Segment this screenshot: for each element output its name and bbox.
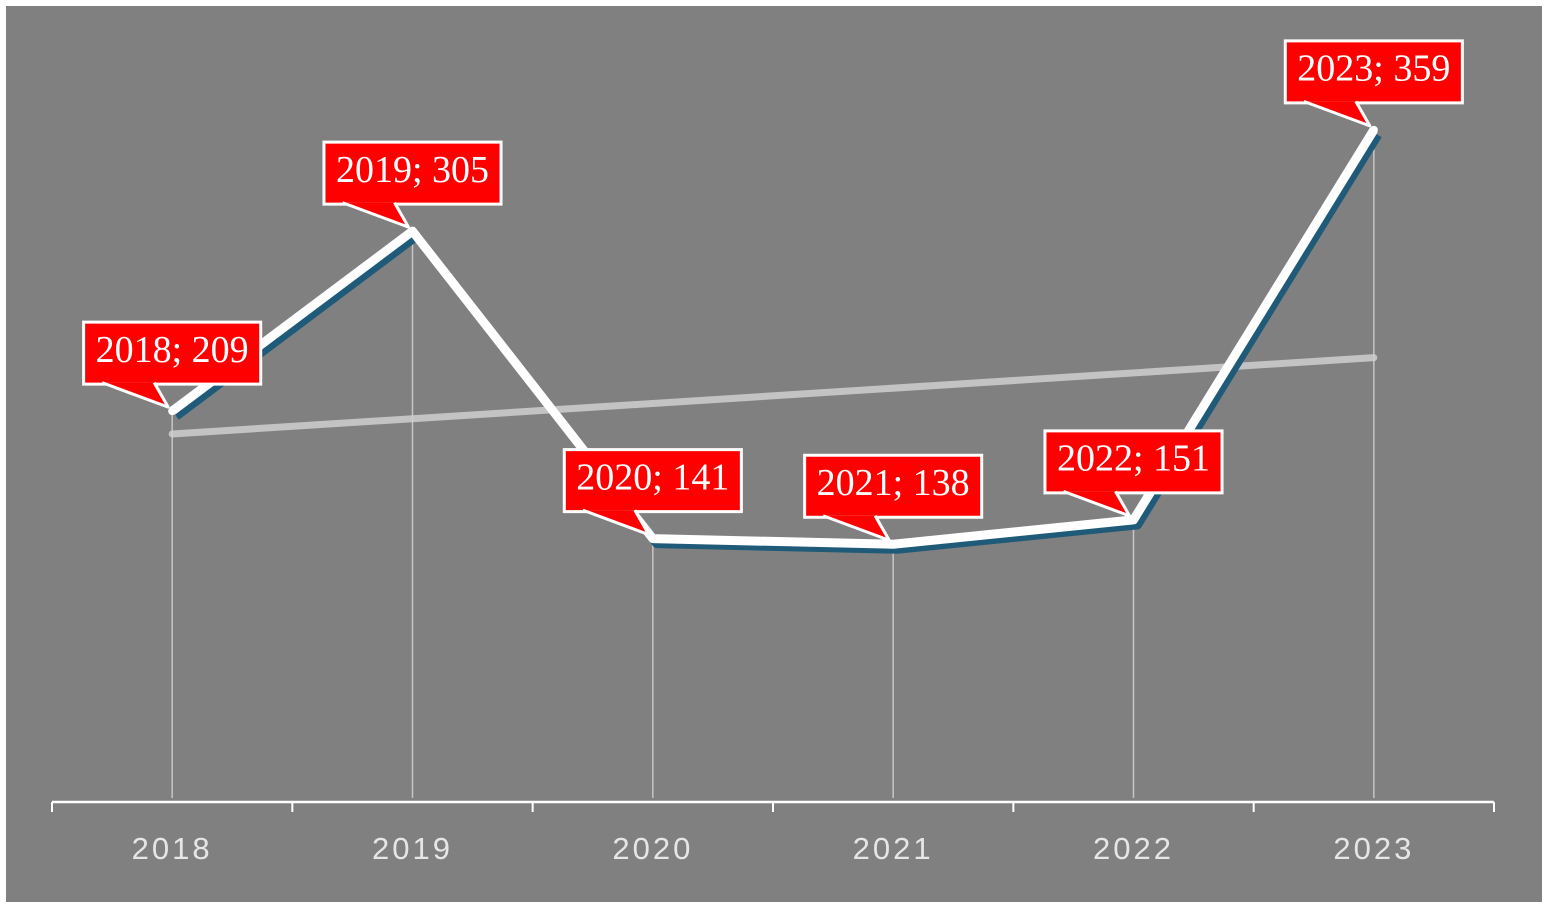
data-label: 2022; 151 <box>1043 429 1224 518</box>
data-label: 2019; 305 <box>322 140 503 229</box>
label-pointer <box>822 514 891 542</box>
value-label: 2021; 138 <box>817 462 970 504</box>
point <box>648 534 657 543</box>
x-tick-label: 2022 <box>1093 831 1174 866</box>
point <box>168 407 177 416</box>
label-pointer <box>101 381 170 409</box>
label-box <box>803 453 984 519</box>
value-label: 2020; 141 <box>576 456 729 498</box>
data-label: 2023; 359 <box>1283 39 1464 128</box>
point <box>889 540 898 549</box>
data-label: 2021; 138 <box>803 453 984 542</box>
label-box <box>1283 39 1464 105</box>
x-tick-label: 2018 <box>132 831 213 866</box>
label-box <box>322 140 503 206</box>
x-tick-label: 2021 <box>853 831 934 866</box>
label-box <box>82 320 263 386</box>
data-label: 2020; 141 <box>562 448 743 537</box>
label-box <box>562 448 743 514</box>
label-box <box>1043 429 1224 495</box>
x-tick-label: 2023 <box>1333 831 1414 866</box>
value-label: 2023; 359 <box>1297 48 1450 90</box>
label-pointer <box>1303 99 1372 128</box>
value-label: 2019; 305 <box>336 149 489 191</box>
point <box>1369 125 1378 134</box>
trend-line <box>168 354 1378 438</box>
label-pointer <box>1062 489 1131 518</box>
label-pointer <box>582 508 651 537</box>
x-tick-label: 2019 <box>372 831 453 866</box>
point <box>1129 515 1138 524</box>
value-label: 2022; 151 <box>1057 438 1210 480</box>
data-label: 2018; 209 <box>82 320 263 409</box>
label-pointer <box>341 201 410 229</box>
x-tick-label: 2020 <box>612 831 693 866</box>
point <box>408 227 417 236</box>
plot-background <box>6 6 1542 902</box>
value-label: 2018; 209 <box>96 329 249 371</box>
